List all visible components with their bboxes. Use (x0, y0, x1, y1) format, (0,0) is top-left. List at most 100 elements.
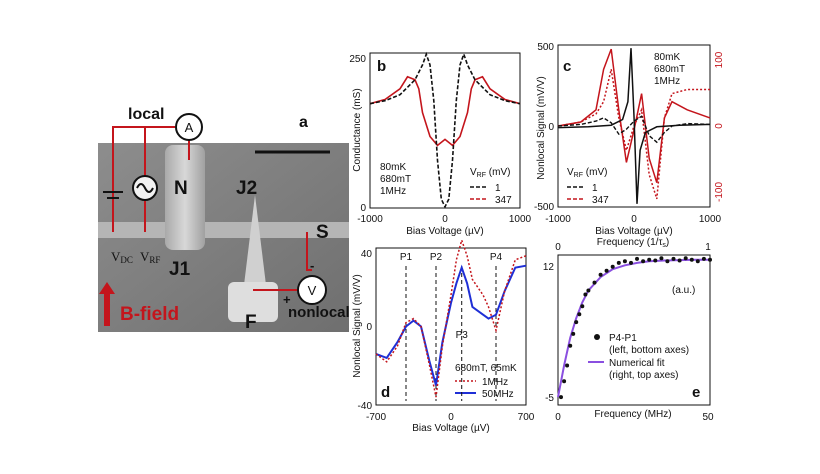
panel-e-frame (557, 254, 711, 406)
panel-d-xlabel: Bias Voltage (µV) (412, 423, 489, 434)
panel-d: -700 0 700 -40 0 40 Bias Voltage (µV) No… (352, 237, 535, 434)
panel-e-data-point (583, 292, 588, 297)
panel-e-data-point (574, 320, 579, 325)
panel-c-series-red-dotted (557, 69, 710, 200)
panel-b-legend-title: VRF (mV) (470, 167, 510, 179)
panel-c-ytick: 500 (537, 42, 554, 53)
minus-sign: - (310, 258, 314, 273)
panel-e-data-point (622, 259, 627, 264)
panel-d-xtick: -700 (366, 412, 386, 423)
panel-d-legend-entry: 50MHz (482, 389, 514, 400)
panel-c-condition: 680mT (654, 64, 685, 75)
panel-d-xtick: 700 (518, 412, 535, 423)
panel-e-ytick: 12 (543, 262, 555, 273)
panel-d-legend-title: 680mT, 65mK (455, 363, 517, 374)
panel-d-marker-label: P2 (430, 252, 443, 263)
vdc-label: VDC (111, 249, 133, 265)
panel-b-xtick: 0 (442, 214, 448, 225)
panel-d-series-50mhz (375, 264, 527, 386)
panel-e-data-point (677, 258, 682, 263)
panel-e-data-point (559, 395, 563, 400)
panel-e-data-point (562, 379, 567, 384)
panel-c-legend-entry: 347 (592, 195, 609, 206)
panel-e-data-point (635, 256, 639, 261)
panel-c-condition: 1MHz (654, 76, 680, 87)
N-label: N (174, 178, 188, 199)
panel-e-data-point (571, 331, 576, 336)
panel-a: A V local a N J2 S J1 F VDC VRF - + nonl… (98, 106, 350, 333)
panel-e-top-xtick: 0 (555, 242, 561, 253)
panel-d-frame (375, 247, 527, 406)
panel-c-right-ytick: 0 (714, 123, 725, 129)
panel-c-right-ytick: 100 (714, 51, 725, 68)
panel-e: 0 50 0 1 -5 12 Frequency (MHz) Frequency… (543, 237, 714, 423)
battery-icon (103, 191, 123, 199)
plus-sign: + (283, 292, 291, 307)
panel-e-data-point (592, 280, 597, 285)
panel-c-xtick: -1000 (545, 214, 571, 225)
panel-e-data-point (689, 257, 694, 262)
panel-e-data-point (629, 260, 633, 265)
voltmeter-icon (297, 275, 327, 305)
panel-e-top-xtick: 1 (705, 242, 711, 253)
panel-b-letter: b (377, 58, 386, 75)
panel-d-letter: d (381, 384, 390, 401)
panel-e-letter: e (692, 384, 700, 401)
panel-d-marker-label: P4 (490, 252, 503, 263)
panel-e-data-point (653, 258, 658, 263)
bfield-label: B-field (120, 304, 179, 325)
ammeter-label: A (185, 120, 194, 135)
panel-e-data-point (701, 256, 706, 261)
panel-b-condition: 680mT (380, 174, 411, 185)
panel-e-xlabel: Frequency (MHz) (594, 409, 671, 420)
panel-c-xtick: 1000 (699, 214, 722, 225)
panel-e-legend-entry: (left, bottom axes) (609, 345, 689, 356)
panel-c-series-1 (557, 48, 711, 204)
panel-e-legend-marker (594, 334, 600, 340)
panel-e-data-point (598, 272, 603, 277)
panel-c-letter: c (563, 58, 571, 75)
panel-c-ytick: -500 (534, 202, 554, 213)
panel-e-data-point (577, 312, 582, 317)
panel-c-right-ytick: -100 (714, 182, 725, 202)
panel-e-legend-entry: P4-P1 (609, 333, 637, 344)
panel-c-xtick: 0 (631, 214, 637, 225)
panel-c-condition: 80mK (654, 52, 680, 63)
F-label: F (245, 312, 257, 333)
sem-horizontal-wire (98, 222, 349, 238)
panel-e-xtick: 0 (555, 412, 561, 423)
panel-b-series-347 (369, 75, 521, 147)
panel-e-legend-entry: (right, top axes) (609, 370, 678, 381)
panel-b-xlabel: Bias Voltage (µV) (406, 226, 483, 237)
panel-e-data-point (604, 268, 609, 273)
panel-b-xtick: 1000 (509, 214, 532, 225)
panel-d-ylabel: Nonlocal Signal (mV/V) (352, 274, 363, 377)
J2-label: J2 (236, 178, 257, 199)
sine-wave-icon (136, 183, 154, 193)
panel-e-data-point (708, 257, 712, 262)
panel-c-legend-title: VRF (mV) (567, 167, 607, 179)
sem-F-electrode (228, 282, 278, 322)
panel-e-data-point (616, 260, 621, 265)
panel-d-ytick: 40 (361, 249, 373, 260)
panel-e-data-point (671, 256, 676, 261)
panel-e-data-point (641, 259, 646, 264)
panel-b-condition: 80mK (380, 162, 406, 173)
panel-a-letter: a (299, 114, 308, 131)
panel-b-condition: 1MHz (380, 186, 406, 197)
panel-b-legend-entry: 347 (495, 195, 512, 206)
panel-c-legend-entry: 1 (592, 183, 598, 194)
local-label: local (128, 106, 164, 123)
panel-e-ytick: -5 (545, 393, 554, 404)
panel-e-top-xlabel: Frequency (1/τs) (597, 237, 670, 249)
panel-b-xtick: -1000 (357, 214, 383, 225)
panel-e-data-point (665, 259, 670, 264)
panel-b-series-1 (369, 51, 521, 209)
panel-c-xlabel: Bias Voltage (µV) (595, 226, 672, 237)
vrf-label: VRF (140, 249, 160, 265)
panel-c-ylabel: Nonlocal Signal (mV/V) (536, 76, 547, 179)
panel-b: -1000 0 1000 0 250 Bias Voltage (µV) Con… (349, 51, 532, 237)
panel-d-series-1mhz (375, 237, 527, 398)
panel-d-ytick: 0 (366, 322, 372, 333)
